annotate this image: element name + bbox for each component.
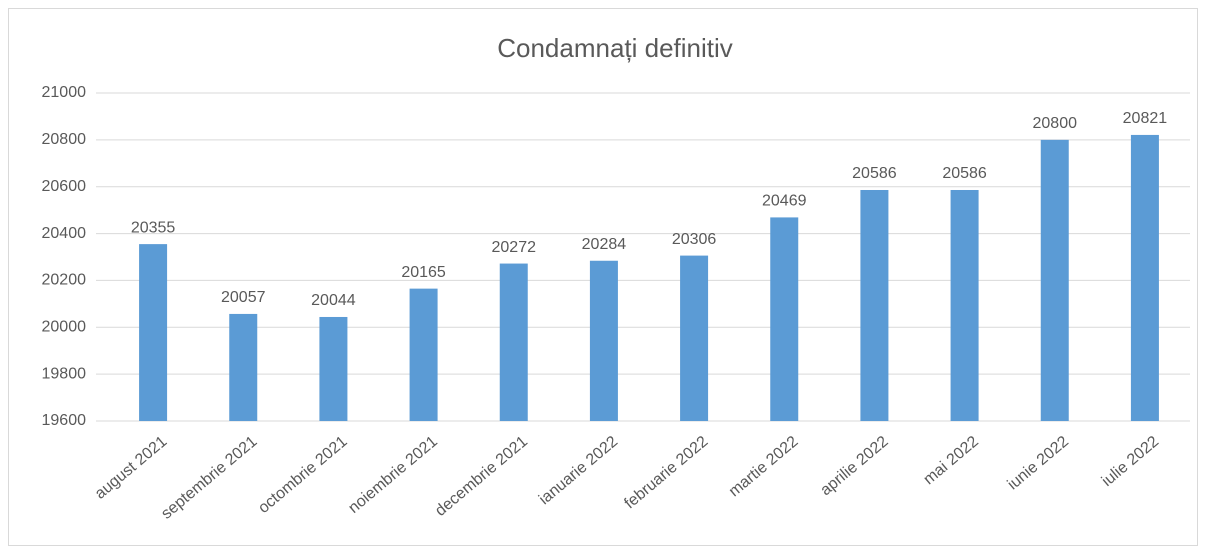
- data-label: 20165: [401, 264, 446, 281]
- bar: [139, 244, 168, 421]
- data-label: 20586: [942, 165, 987, 182]
- bar: [950, 189, 979, 421]
- bar: [770, 217, 799, 421]
- bar: [1130, 134, 1159, 422]
- bar: [319, 316, 348, 421]
- y-tick-label: 20400: [42, 225, 87, 242]
- y-tick-label: 20800: [42, 131, 87, 148]
- y-tick-label: 21000: [42, 84, 87, 101]
- bar: [499, 263, 528, 421]
- bar: [409, 288, 438, 421]
- data-label: 20057: [221, 289, 266, 306]
- bar: [589, 260, 618, 421]
- data-label: 20284: [582, 236, 627, 253]
- y-tick-label: 20600: [42, 178, 87, 195]
- bar: [860, 189, 889, 421]
- bar: [229, 313, 258, 421]
- data-label: 20272: [492, 239, 537, 256]
- data-label: 20044: [311, 292, 356, 309]
- chart-title: Condamnați definitiv: [497, 33, 733, 63]
- y-tick-label: 19800: [42, 365, 87, 382]
- data-label: 20586: [852, 165, 897, 182]
- data-label: 20800: [1033, 115, 1078, 132]
- y-tick-label: 20000: [42, 319, 87, 336]
- bar: [1040, 139, 1069, 421]
- data-label: 20355: [131, 219, 176, 236]
- y-tick-label: 20200: [42, 272, 87, 289]
- bar: [680, 255, 709, 421]
- data-label: 20469: [762, 193, 807, 210]
- y-tick-label: 19600: [42, 412, 87, 429]
- data-label: 20821: [1123, 110, 1168, 127]
- data-label: 20306: [672, 231, 717, 248]
